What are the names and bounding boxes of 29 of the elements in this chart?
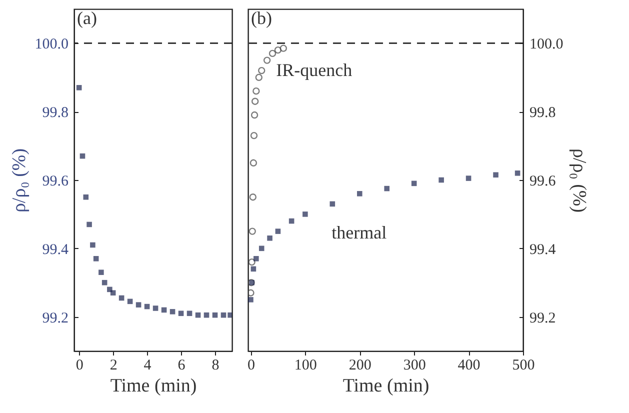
y2-tick-label: 99.8 <box>530 105 556 122</box>
y-tick-label: 99.2 <box>42 310 68 326</box>
annotation: (a) <box>77 8 97 28</box>
y-tick-label: 100.0 <box>34 36 68 53</box>
y-tick-label: 99.4 <box>42 242 69 258</box>
y-axis-title: ρ/ρ₀ (%) <box>8 148 30 213</box>
series-label: IR-quench <box>276 60 352 80</box>
y2-axis-title: ρ/ρ₀ (%) <box>568 148 590 213</box>
y-tick-label: 99.6 <box>42 174 69 190</box>
x-tick-label: 4 <box>144 358 152 374</box>
x-tick-label: 0 <box>76 358 84 374</box>
x-tick-label: 200 <box>348 358 372 374</box>
annotation: (b) <box>251 8 272 28</box>
x-tick-label: 6 <box>178 358 186 374</box>
y2-tick-label: 99.6 <box>530 174 556 190</box>
series-label: thermal <box>332 222 387 243</box>
x-axis-title: Time (min) <box>342 376 430 396</box>
x-tick-label: 8 <box>212 358 220 374</box>
x-tick-label: 500 <box>512 358 535 374</box>
y2-tick-label: 99.4 <box>530 242 556 258</box>
x-axis-title: Time (min) <box>110 376 197 396</box>
y2-tick-label: 100.0 <box>530 36 564 53</box>
y-tick-label: 99.8 <box>42 105 68 122</box>
x-tick-label: 300 <box>403 358 426 374</box>
x-tick-label: 400 <box>458 358 480 374</box>
x-tick-label: 2 <box>110 358 118 374</box>
x-tick-label: 0 <box>247 358 255 374</box>
y2-tick-label: 99.2 <box>530 310 556 326</box>
x-tick-label: 100 <box>294 358 317 374</box>
